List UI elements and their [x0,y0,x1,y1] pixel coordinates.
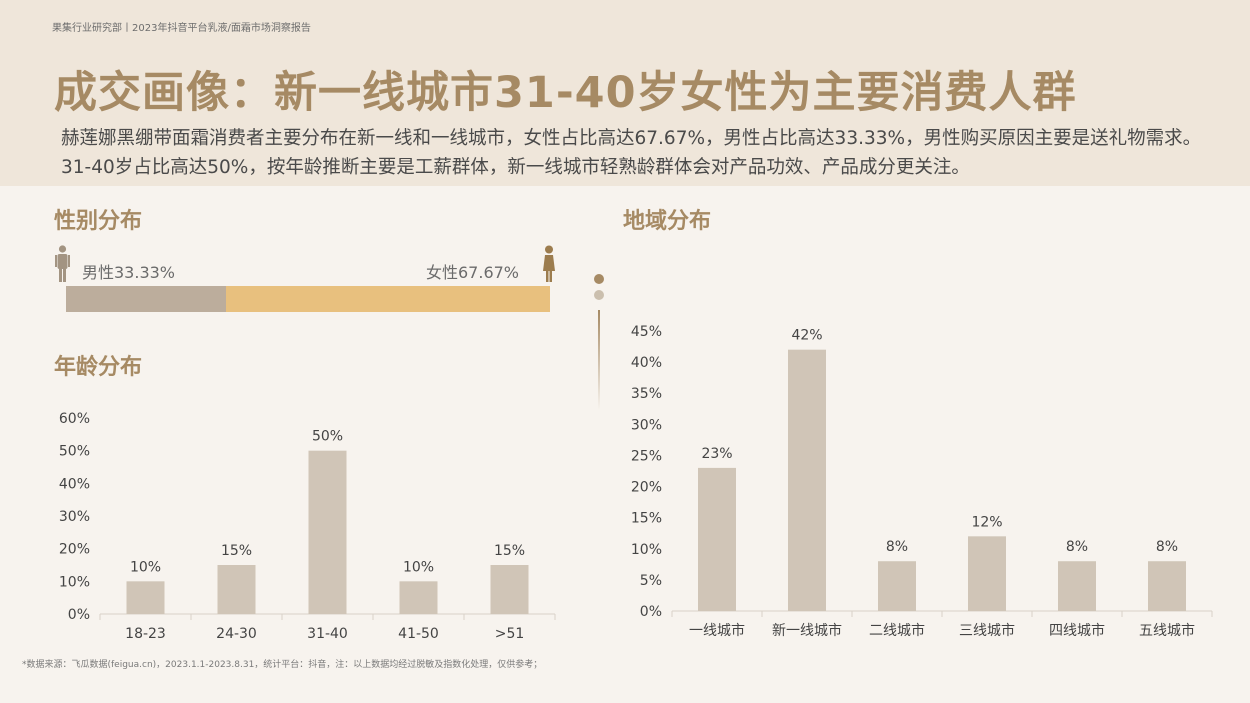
bar [308,450,347,614]
y-tick-label: 20% [631,480,662,496]
female-person-icon [543,245,555,282]
x-tick-label: 新一线城市 [772,622,842,639]
y-tick-label: 10% [631,542,662,558]
data-label: 23% [701,446,732,462]
bar [968,536,1006,611]
y-tick-label: 0% [640,604,662,620]
bar [217,565,256,614]
footnote: *数据来源：飞瓜数据(feigua.cn)，2023.1.1-2023.8.31… [22,660,543,670]
y-tick-label: 15% [631,511,662,527]
x-tick-label: 31-40 [307,626,348,642]
data-label: 10% [130,559,161,575]
breadcrumb: 果集行业研究部丨2023年抖音平台乳液/面霜市场洞察报告 [52,23,311,34]
summary-text: 赫莲娜黑绷带面霜消费者主要分布在新一线和一线城市，女性占比高达67.67%，男性… [61,128,1202,178]
data-label: 42% [791,328,822,344]
divider-dot [594,274,604,284]
male-percent-label: 男性33.33% [82,263,176,282]
y-tick-label: 5% [640,573,662,589]
data-label: 15% [221,543,252,559]
age-bar-chart: 0% 10% 20% 30% 40% 50% 60% 10% 18-23 15% 24-30 50% 3… [59,411,556,642]
x-tick-label: >51 [495,626,525,642]
male-person-icon [55,245,70,282]
y-tick-label: 60% [59,411,90,427]
data-label: 50% [312,429,343,445]
female-bar-segment [225,286,550,312]
bar [1058,561,1096,611]
x-tick-label: 41-50 [398,626,439,642]
bar [698,467,736,611]
divider-line [598,310,600,410]
y-tick-label: 30% [631,417,662,433]
bar [490,565,529,614]
data-label: 15% [494,543,525,559]
y-tick-label: 30% [59,509,90,525]
y-tick-label: 10% [59,574,90,590]
bar [788,349,826,611]
x-tick-label: 四线城市 [1049,622,1105,639]
page-title: 成交画像：新一线城市31-40岁女性为主要消费人群 [54,68,1077,118]
data-label: 8% [886,539,908,555]
y-tick-label: 45% [631,324,662,340]
bar [878,561,916,611]
x-tick-label: 24-30 [216,626,257,642]
age-section-title: 年龄分布 [54,355,143,380]
x-tick-label: 18-23 [125,626,166,642]
bar [1148,561,1186,611]
gender-ratio-bar [66,286,550,312]
region-section-title: 地域分布 [623,209,712,234]
region-bar-chart: 0% 5% 10% 15% 20% 25% 30% 35% 40% 45% 23% 一线城市 42% 新一… [631,324,1213,639]
data-label: 10% [403,559,434,575]
data-label: 12% [971,514,1002,530]
gender-section-title: 性别分布 [54,209,143,234]
bar [126,581,165,614]
data-label: 8% [1066,539,1088,555]
female-percent-label: 女性67.67% [426,263,520,282]
x-tick-label: 二线城市 [869,622,925,639]
y-tick-label: 25% [631,448,662,464]
y-tick-label: 0% [68,607,90,623]
male-bar-segment [66,286,226,312]
y-tick-label: 40% [631,355,662,371]
bar [399,581,438,614]
divider-dot [594,290,604,300]
y-tick-label: 50% [59,444,90,460]
y-tick-label: 35% [631,386,662,402]
header-band [0,0,1250,186]
x-tick-label: 五线城市 [1139,622,1195,639]
data-label: 8% [1156,539,1178,555]
y-tick-label: 40% [59,476,90,492]
y-tick-label: 20% [59,542,90,558]
x-tick-label: 三线城市 [959,622,1015,639]
x-tick-label: 一线城市 [689,622,745,639]
